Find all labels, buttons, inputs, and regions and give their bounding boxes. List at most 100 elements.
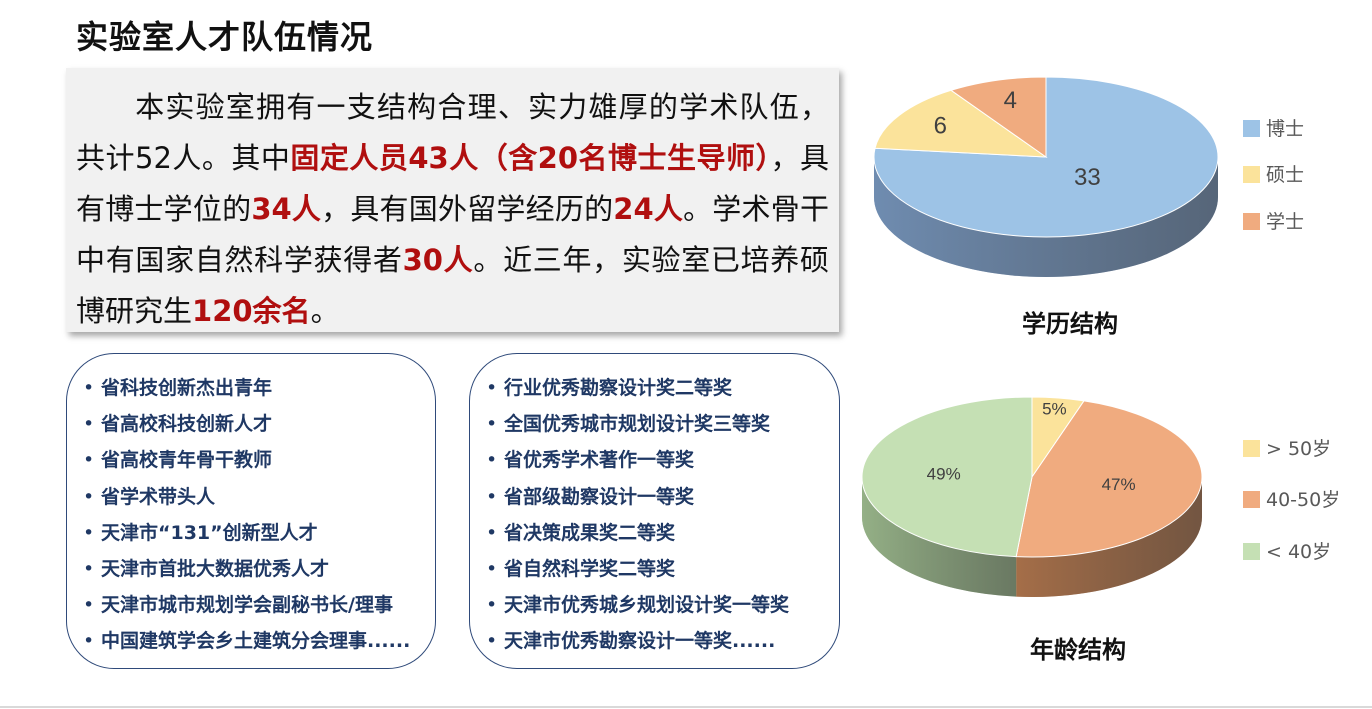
bullet-icon: • [83,449,95,472]
list-item-label: 省高校科技创新人才 [101,413,273,436]
bullet-icon: • [83,558,95,581]
legend-label: 40-50岁 [1266,489,1341,511]
legend-label: > 50岁 [1266,438,1332,460]
bottom-divider [0,706,1372,708]
pie-slice-学士 [949,76,1047,158]
list-item-label: 天津市“131”创新型人才 [101,521,318,544]
bullet-icon: • [83,594,95,617]
bullet-icon: • [83,485,95,508]
legend-swatch [1243,491,1260,508]
pie-side-shade-1 [1016,477,1202,597]
list-item: • 省学术带头人 [83,479,435,515]
legend-swatch [1243,166,1260,183]
intro-text-1: 本实验室拥有一支结构合理、实力雄厚的学术队伍，共计52人。其中 [76,90,829,175]
award-list: • 行业优秀勘察设计奖二等奖 • 全国优秀城市规划设计奖三等奖 • 省优秀学术著作一等奖 •… [486,370,839,660]
legend-label: < 40岁 [1266,541,1332,563]
pie-slice-< 40岁 [861,396,1033,558]
education-pie-chart: 33 6 4 [873,76,1219,277]
list-item: • 天津市首批大数据优秀人才 [83,551,435,587]
pie-slice-硕士 [874,89,1048,158]
bullet-icon: • [83,413,95,436]
education-chart-title: 学历结构 [1022,310,1118,338]
list-item: • 行业优秀勘察设计奖二等奖 [486,370,839,406]
legend-label: 博士 [1266,118,1305,140]
awards-box: • 行业优秀勘察设计奖二等奖 • 全国优秀城市规划设计奖三等奖 • 省优秀学术著作一等奖 •… [469,353,840,669]
list-item-label: 省决策成果奖二等奖 [504,521,676,544]
list-item-label: 天津市城市规划学会副秘书长/理事 [101,594,393,617]
list-item: • 省自然科学奖二等奖 [486,551,839,587]
legend-item: 硕士 [1243,160,1304,187]
legend-item: 博士 [1243,114,1304,141]
legend-swatch [1243,120,1260,137]
age-chart-title: 年龄结构 [1030,636,1126,664]
list-item-label: 省优秀学术著作一等奖 [504,449,695,472]
bullet-icon: • [486,377,498,399]
list-item-label: 省自然科学奖二等奖 [504,558,676,581]
list-item-label: 行业优秀勘察设计奖二等奖 [504,377,733,399]
legend-label: 硕士 [1266,164,1305,186]
pie-side-shade-0 [874,157,1218,277]
bullet-icon: • [486,485,498,508]
legend-item: > 50岁 [1243,434,1331,461]
list-item-label: 全国优秀城市规划设计奖三等奖 [504,413,771,436]
list-item-label: 省部级勘察设计一等奖 [504,485,695,508]
legend-swatch [1243,440,1260,457]
pie-data-label: 49% [927,465,961,484]
pie-data-label: 5% [1042,399,1067,418]
intro-text-4: 。学术骨干中有国家自然科学获得者 [76,192,829,277]
intro-text-2: ，具有博士学位的 [76,141,829,226]
legend-item: < 40岁 [1243,537,1331,564]
pie-data-label: 6 [934,112,947,139]
list-item: • 省部级勘察设计一等奖 [486,479,839,515]
pie-slice-40-50岁 [1015,400,1203,558]
bullet-icon: • [486,594,498,617]
list-item-label: 中国建筑学会乡土建筑分会理事...... [101,630,411,653]
list-item: • 中国建筑学会乡土建筑分会理事...... [83,623,435,659]
age-pie-chart: 5% 47% 49% [861,396,1203,597]
intro-highlight-2: 34人 [251,192,322,226]
bullet-icon: • [486,413,498,436]
legend-swatch [1243,543,1260,560]
list-item: • 天津市优秀城乡规划设计奖一等奖 [486,587,839,623]
pie-data-label: 4 [1004,87,1017,114]
list-item: • 天津市优秀勘察设计一等奖...... [486,623,839,659]
intro-highlight-5: 120余名 [192,294,311,328]
legend-item: 学士 [1243,207,1304,234]
list-item: • 省科技创新杰出青年 [83,370,435,406]
talent-titles-box: • 省科技创新杰出青年 • 省高校科技创新人才 • 省高校青年骨干教师 • 省学术带头人 • 天津… [66,353,436,669]
pie-side-shade-2 [862,477,1017,597]
intro-text-3: ，具有国外留学经历的 [321,192,614,226]
intro-text-5: 。近三年，实验室已培养硕博研究生 [76,243,829,328]
list-item-label: 省高校青年骨干教师 [101,449,273,472]
list-item: • 省优秀学术著作一等奖 [486,442,839,478]
list-item: • 省高校青年骨干教师 [83,442,435,478]
legend-item: 40-50岁 [1243,485,1340,512]
bullet-icon: • [83,630,95,653]
bullet-icon: • [486,521,498,544]
intro-highlight-3: 24人 [613,192,684,226]
intro-highlight-4: 30人 [402,243,474,277]
list-item-label: 天津市优秀城乡规划设计奖一等奖 [504,594,790,617]
bullet-icon: • [486,558,498,581]
list-item: • 省决策成果奖二等奖 [486,515,839,551]
intro-highlight-1: 固定人员43人（含20名博士生导师） [290,141,771,175]
bullet-icon: • [486,630,498,653]
pie-data-label: 33 [1074,164,1101,191]
legend-label: 学士 [1266,211,1305,233]
pie-data-label: 47% [1102,475,1136,494]
list-item-label: 天津市优秀勘察设计一等奖...... [504,630,776,653]
talent-list: • 省科技创新杰出青年 • 省高校科技创新人才 • 省高校青年骨干教师 • 省学术带头人 • 天津… [83,370,435,660]
intro-paragraph: 本实验室拥有一支结构合理、实力雄厚的学术队伍，共计52人。其中固定人员43人（含… [66,68,839,332]
list-item: • 天津市城市规划学会副秘书长/理事 [83,587,435,623]
bullet-icon: • [486,449,498,472]
list-item-label: 省科技创新杰出青年 [101,377,273,399]
legend-swatch [1243,213,1260,230]
intro-text-6: 。 [310,294,340,328]
list-item-label: 省学术带头人 [101,485,216,508]
list-item: • 全国优秀城市规划设计奖三等奖 [486,406,839,442]
list-item: • 省高校科技创新人才 [83,406,435,442]
bullet-icon: • [83,377,95,399]
bullet-icon: • [83,521,95,544]
list-item: • 天津市“131”创新型人才 [83,515,435,551]
page-title: 实验室人才队伍情况 [76,18,374,56]
